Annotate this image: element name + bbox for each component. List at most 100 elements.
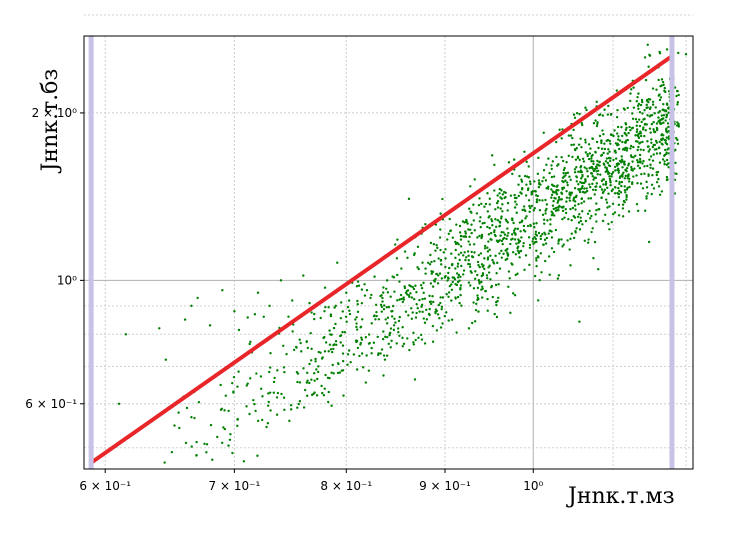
scatter-point <box>414 284 417 287</box>
scatter-point <box>608 205 611 208</box>
scatter-point <box>657 146 661 150</box>
scatter-point <box>430 260 433 264</box>
scatter-point <box>562 168 566 172</box>
scatter-point <box>268 366 272 369</box>
scatter-point <box>655 152 659 155</box>
scatter-point <box>410 296 414 299</box>
scatter-point <box>345 320 348 323</box>
scatter-point <box>568 191 571 194</box>
scatter-point <box>577 202 580 206</box>
scatter-point <box>580 201 583 205</box>
scatter-point <box>418 310 421 313</box>
scatter-point <box>611 202 615 205</box>
scatter-point <box>583 166 586 169</box>
scatter-point <box>521 208 524 212</box>
scatter-point <box>539 237 542 241</box>
scatter-point <box>302 367 305 370</box>
scatter-point <box>470 321 474 325</box>
scatter-point <box>504 258 507 262</box>
scatter-point <box>575 111 579 115</box>
scatter-point <box>459 245 463 248</box>
scatter-point <box>417 336 420 340</box>
scatter-point <box>618 180 621 184</box>
scatter-point <box>472 287 476 290</box>
scatter-point <box>610 175 613 178</box>
scatter-point <box>651 167 655 170</box>
scatter-point <box>446 276 450 279</box>
scatter-point <box>383 358 387 361</box>
scatter-point <box>628 125 631 129</box>
scatter-point <box>600 188 604 191</box>
scatter-point <box>533 180 536 183</box>
scatter-point <box>431 295 434 298</box>
scatter-point <box>327 350 330 353</box>
scatter-point <box>557 274 561 277</box>
scatter-point <box>370 346 373 350</box>
scatter-point <box>296 372 300 375</box>
scatter-point <box>515 196 518 200</box>
scatter-point <box>467 240 470 243</box>
scatter-point <box>561 206 564 209</box>
scatter-point <box>613 211 617 214</box>
scatter-point <box>441 197 444 201</box>
scatter-point <box>621 175 624 178</box>
scatter-point <box>594 213 597 216</box>
scatter-point <box>500 215 503 218</box>
scatter-point <box>610 189 614 193</box>
scatter-point <box>517 251 521 255</box>
scatter-point <box>289 408 293 411</box>
scatter-point <box>493 229 496 232</box>
scatter-point <box>512 221 515 225</box>
scatter-point <box>464 230 467 233</box>
scatter-point <box>569 134 573 137</box>
scatter-point <box>661 137 665 140</box>
scatter-point <box>385 279 389 282</box>
scatter-point <box>332 326 336 330</box>
scatter-point <box>531 240 534 243</box>
scatter-point <box>568 248 571 251</box>
scatter-point <box>537 179 541 182</box>
scatter-point <box>562 186 566 189</box>
scatter-point <box>209 423 213 427</box>
scatter-point <box>299 341 302 345</box>
scatter-point <box>587 143 591 146</box>
scatter-point <box>406 337 409 340</box>
scatter-point <box>267 400 270 404</box>
scatter-point <box>625 149 629 152</box>
scatter-point <box>310 311 313 314</box>
scatter-point <box>412 341 415 344</box>
scatter-point <box>525 160 528 164</box>
scatter-point <box>560 156 563 159</box>
scatter-point <box>391 275 394 278</box>
scatter-point <box>544 198 547 202</box>
y-axis-ticks: 6 × 10⁻¹ 10⁰ 2 × 10⁰ <box>25 106 84 411</box>
scatter-point <box>438 236 442 239</box>
scatter-point <box>602 190 605 193</box>
scatter-point <box>446 279 449 282</box>
scatter-point <box>355 322 358 325</box>
scatter-point <box>578 190 582 194</box>
scatter-point <box>596 163 599 166</box>
scatter-point <box>407 314 410 317</box>
scatter-point <box>634 154 637 157</box>
scatter-point <box>585 108 588 112</box>
scatter-point <box>585 187 588 190</box>
scatter-point <box>475 212 479 215</box>
scatter-point <box>569 207 572 211</box>
scatter-point <box>580 181 584 185</box>
scatter-point <box>520 180 524 183</box>
scatter-point <box>638 153 642 157</box>
scatter-point <box>341 344 345 347</box>
scatter-point <box>516 272 519 275</box>
scatter-point <box>581 184 584 188</box>
scatter-point <box>597 208 600 211</box>
scatter-point <box>589 185 592 189</box>
scatter-point <box>409 285 412 288</box>
scatter-point <box>564 174 567 177</box>
scatter-point <box>617 171 620 174</box>
scatter-point <box>606 152 609 155</box>
scatter-point <box>650 192 653 196</box>
scatter-point <box>556 206 559 209</box>
scatter-point <box>561 245 564 248</box>
scatter-point <box>321 391 324 395</box>
